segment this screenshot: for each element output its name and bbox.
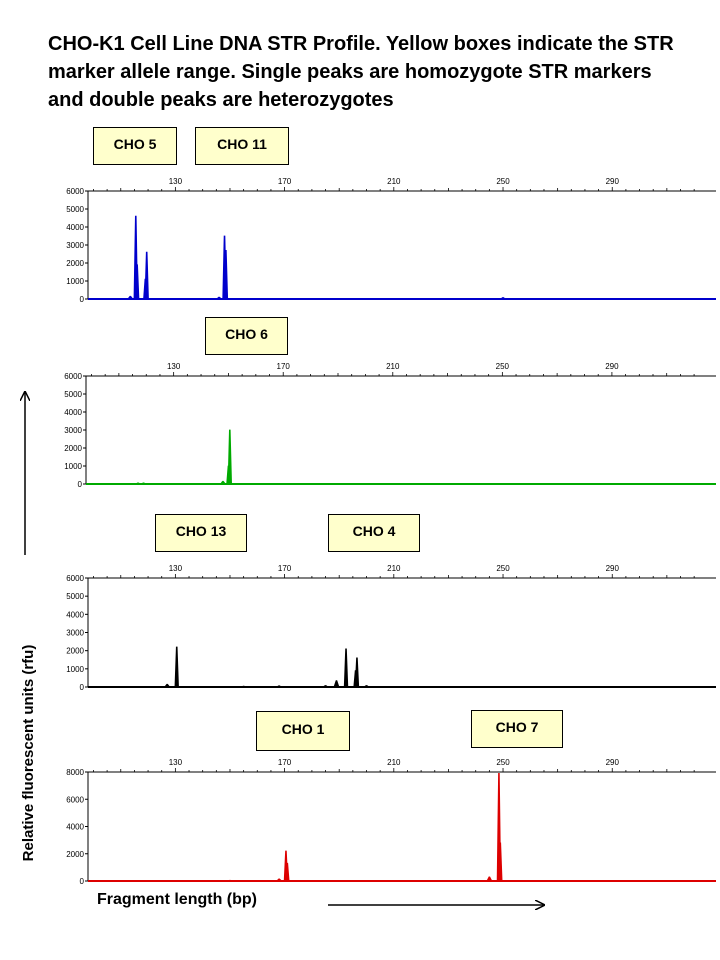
peak xyxy=(135,482,141,485)
x-tick-label: 290 xyxy=(606,177,620,186)
x-tick-label: 210 xyxy=(386,362,400,371)
peak xyxy=(134,264,140,300)
x-tick-label: 290 xyxy=(606,758,620,767)
peak xyxy=(127,295,134,300)
peak xyxy=(498,842,503,882)
y-tick-label: 0 xyxy=(80,877,85,886)
marker-box-cho13: CHO 13 xyxy=(155,514,247,552)
x-tick-label: 210 xyxy=(387,758,401,767)
peak xyxy=(226,465,231,485)
y-tick-label: 0 xyxy=(80,683,85,692)
y-tick-label: 1000 xyxy=(66,665,84,674)
figure-title: CHO-K1 Cell Line DNA STR Profile. Yellow… xyxy=(48,33,674,111)
x-tick-label: 290 xyxy=(606,564,620,573)
peak xyxy=(499,297,507,300)
y-tick-label: 4000 xyxy=(66,823,84,832)
peak xyxy=(215,296,223,300)
y-tick-label: 4000 xyxy=(64,408,82,417)
x-tick-label: 170 xyxy=(277,362,291,371)
y-tick-label: 3000 xyxy=(66,241,84,250)
x-tick-label: 210 xyxy=(387,564,401,573)
marker-box-cho4: CHO 4 xyxy=(328,514,420,552)
x-tick-label: 250 xyxy=(496,177,510,186)
y-tick-label: 6000 xyxy=(66,574,84,583)
x-tick-label: 170 xyxy=(278,758,292,767)
panel-1: 0 1000 2000 3000 4000 5000 6000 130 170 210 250 290 xyxy=(66,177,716,304)
y-tick-label: 2000 xyxy=(64,444,82,453)
peak xyxy=(163,683,171,688)
y-tick-label: 4000 xyxy=(66,610,84,619)
x-tick-label: 130 xyxy=(169,564,183,573)
y-axis-label: Relative fluorescent units (rfu) xyxy=(20,644,37,862)
x-tick-label: 250 xyxy=(496,758,510,767)
x-tick-label: 130 xyxy=(169,177,183,186)
y-tick-label: 1000 xyxy=(66,277,84,286)
peak xyxy=(140,482,147,485)
y-tick-label: 5000 xyxy=(64,390,82,399)
panel-4: 0 2000 4000 6000 8000 130 170 210 250 290 xyxy=(66,758,716,886)
x-tick-label: 130 xyxy=(169,758,183,767)
peak xyxy=(353,670,358,688)
y-tick-label: 3000 xyxy=(64,426,82,435)
y-tick-label: 5000 xyxy=(66,592,84,601)
peak xyxy=(321,685,330,688)
y-tick-label: 0 xyxy=(78,480,83,489)
x-tick-label: 130 xyxy=(167,362,181,371)
x-axis-label: Fragment length (bp) xyxy=(97,891,257,908)
y-tick-label: 5000 xyxy=(66,205,84,214)
peak xyxy=(275,878,283,882)
marker-box-cho6: CHO 6 xyxy=(205,317,288,355)
peak xyxy=(486,876,493,882)
peak xyxy=(223,250,229,300)
y-tick-label: 6000 xyxy=(66,795,84,804)
x-tick-label: 290 xyxy=(605,362,619,371)
peak xyxy=(343,648,349,688)
y-tick-label: 3000 xyxy=(66,629,84,638)
peak xyxy=(219,480,227,485)
y-tick-label: 2000 xyxy=(66,850,84,859)
peak xyxy=(285,862,290,882)
peak xyxy=(174,646,179,688)
peak xyxy=(362,685,371,688)
x-tick-label: 170 xyxy=(278,177,292,186)
y-tick-label: 0 xyxy=(80,295,85,304)
y-tick-label: 4000 xyxy=(66,223,84,232)
y-tick-label: 8000 xyxy=(66,768,84,777)
peak xyxy=(227,879,233,882)
x-tick-label: 210 xyxy=(387,177,401,186)
y-tick-label: 2000 xyxy=(66,259,84,268)
marker-box-cho11: CHO 11 xyxy=(195,127,289,165)
peak xyxy=(240,685,247,688)
marker-box-cho7: CHO 7 xyxy=(471,710,563,748)
panel-2: 0 1000 2000 3000 4000 5000 6000 130 170 210 250 290 xyxy=(64,362,716,489)
peak xyxy=(143,278,148,300)
y-tick-label: 6000 xyxy=(64,372,82,381)
peak xyxy=(275,685,284,688)
y-tick-label: 6000 xyxy=(66,187,84,196)
x-tick-label: 170 xyxy=(278,564,292,573)
marker-box-cho1: CHO 1 xyxy=(256,711,350,751)
y-tick-label: 1000 xyxy=(64,462,82,471)
x-tick-label: 250 xyxy=(496,564,510,573)
marker-box-cho5: CHO 5 xyxy=(93,127,177,165)
peak xyxy=(333,680,340,688)
y-tick-label: 2000 xyxy=(66,647,84,656)
peak xyxy=(505,686,512,688)
panel-3: 0 1000 2000 3000 4000 5000 6000 130 170 210 250 290 xyxy=(66,564,716,692)
x-tick-label: 250 xyxy=(496,362,510,371)
